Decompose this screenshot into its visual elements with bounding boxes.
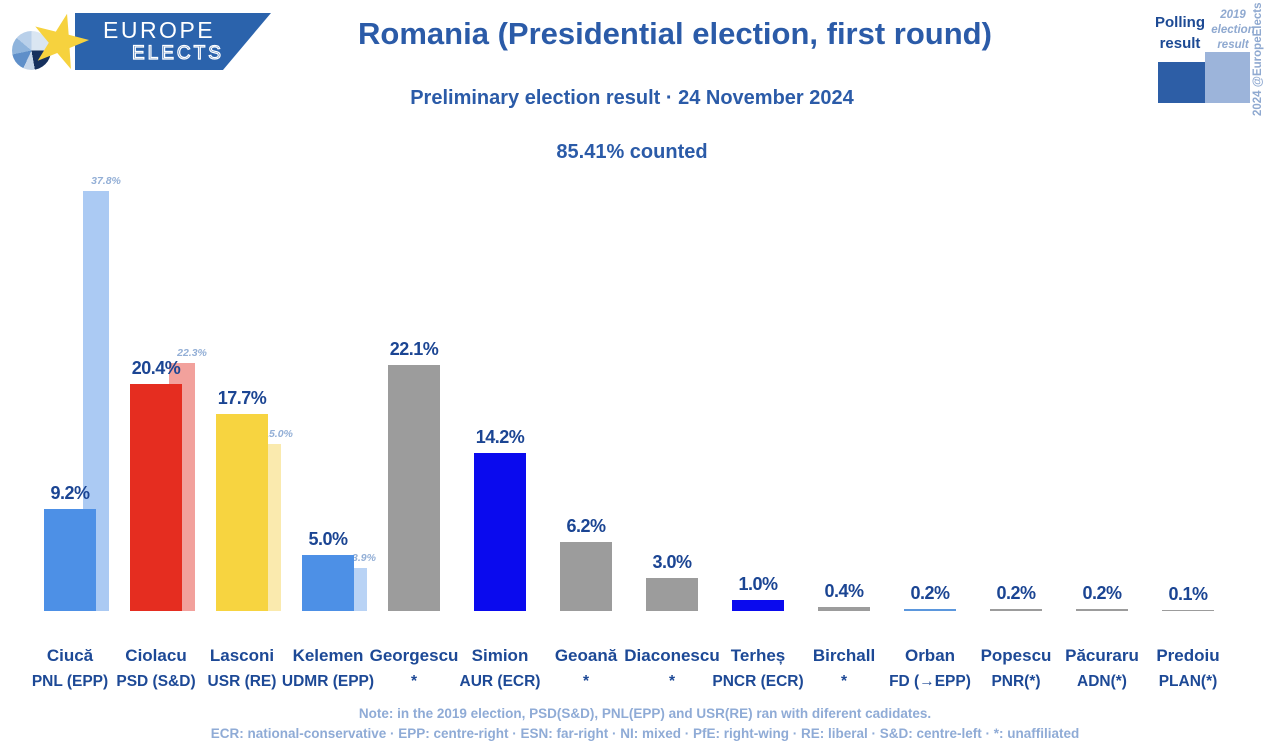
candidate-name-label: Predoiu [1156,646,1220,665]
legend-polling-result-label: Polling result [1155,14,1205,52]
candidate-name-label: Geoană [554,646,618,665]
legend-2019-swatch [1205,52,1250,103]
result-bar [44,509,96,611]
candidate-party-label: * [582,673,590,690]
logo-wordmark-elects: ELECTS [131,42,224,64]
page-subtitle: Preliminary election result · 24 Novembe… [410,87,854,109]
previous-result-value-label: 37.8% [91,175,121,187]
counted-status: 85.41% counted [556,141,708,163]
candidate-party-label: PNL (EPP) [31,673,109,690]
candidate-party-label: FD (→EPP) [889,673,971,690]
result-bar [216,414,268,611]
bar-chart: 37.8% 9.2% 22.3% 20.4% 15.0% 17.7% 3.9% 5.0% 22.… [27,0,1231,611]
result-value-label: 9.2% [50,483,90,503]
result-value-label: 0.2% [1082,583,1122,603]
result-value-label: 0.4% [824,581,864,601]
candidate-name-label: Popescu [980,646,1052,665]
result-bar [1162,609,1214,611]
bar-group-2: 15.0% 17.7% [199,0,293,611]
candidate-party-label: * [410,673,418,690]
candidate-party-label: PLAN(*) [1158,673,1218,690]
bar-group-6: 6.2% [543,0,629,611]
footer-abbreviations: ECR: national-conservative · EPP: centre… [210,726,1080,741]
bar-group-1: 22.3% 20.4% [113,0,207,611]
candidate-party-label: ADN(*) [1077,673,1127,690]
bar-group-8: 1.0% [715,0,801,611]
candidate-party-label: PNR(*) [991,673,1041,690]
candidate-party-label: * [668,673,676,690]
result-value-label: 22.1% [389,339,439,359]
result-value-label: 0.2% [910,583,950,603]
bar-group-10: 0.2% [887,0,973,611]
candidate-name-label: Diaconescu [624,646,720,665]
legend-polling-swatch [1158,62,1205,103]
logo-banner-shape: EUROPE ELECTS [75,13,271,70]
result-value-label: 20.4% [131,358,181,378]
result-bar [388,365,440,611]
footer-note: Note: in the 2019 election, PSD(S&D), PN… [358,706,932,721]
candidate-name-label: Terheș [730,646,786,665]
bar-group-13: 0.1% [1145,0,1231,611]
bar-group-5: 14.2% [457,0,543,611]
candidate-name-label: Lasconi [209,646,275,665]
logo-wordmark-europe: EUROPE [103,17,216,43]
candidate-name-label: Ciucă [46,646,94,665]
result-bar [130,384,182,611]
result-value-label: 14.2% [475,427,525,447]
legend-2019-result-label: 2019 election result [1211,9,1255,51]
result-bar [646,578,698,611]
result-bar [990,609,1042,611]
page-title: Romania (Presidential election, first ro… [358,16,992,51]
previous-result-value-label: 3.9% [352,552,376,564]
candidate-party-label: PSD (S&D) [116,673,196,690]
result-bar [474,453,526,611]
candidate-party-label: UDMR (EPP) [281,673,375,690]
result-value-label: 3.0% [652,552,692,572]
candidate-name-label: Birchall [812,646,876,665]
candidate-party-label: PNCR (ECR) [712,673,804,690]
result-bar [302,555,354,611]
result-value-label: 0.2% [996,583,1036,603]
result-bar [818,607,870,611]
candidate-party-label: * [840,673,848,690]
result-value-label: 1.0% [738,574,778,594]
candidate-party-label: USR (RE) [207,673,277,690]
bar-group-7: 3.0% [629,0,715,611]
previous-result-value-label: 22.3% [177,347,207,359]
candidate-name-label: Georgescu [369,646,459,665]
europe-elects-logo: EUROPE ELECTS [0,0,290,90]
candidate-name-label: Orban [904,646,956,665]
previous-result-value-label: 15.0% [263,428,293,440]
result-bar [732,600,784,611]
bar-group-11: 0.2% [973,0,1059,611]
candidate-party-label: AUR (ECR) [459,673,541,690]
candidate-name-label: Kelemen [292,646,364,665]
result-value-label: 6.2% [566,516,606,536]
candidate-name-label: Păcuraru [1065,646,1139,665]
result-bar [904,609,956,611]
bar-group-12: 0.2% [1059,0,1145,611]
bar-group-4: 22.1% [371,0,457,611]
result-value-label: 17.7% [217,388,267,408]
result-bar [1076,609,1128,611]
candidate-name-label: Simion [471,646,529,665]
result-bar [560,542,612,611]
result-value-label: 0.1% [1168,583,1208,604]
candidate-name-label: Ciolacu [125,646,187,665]
bar-group-0: 37.8% 9.2% [27,0,121,611]
bar-group-3: 3.9% 5.0% [285,0,376,611]
bar-group-9: 0.4% [801,0,887,611]
star-icon [35,13,90,70]
result-value-label: 5.0% [308,529,348,549]
